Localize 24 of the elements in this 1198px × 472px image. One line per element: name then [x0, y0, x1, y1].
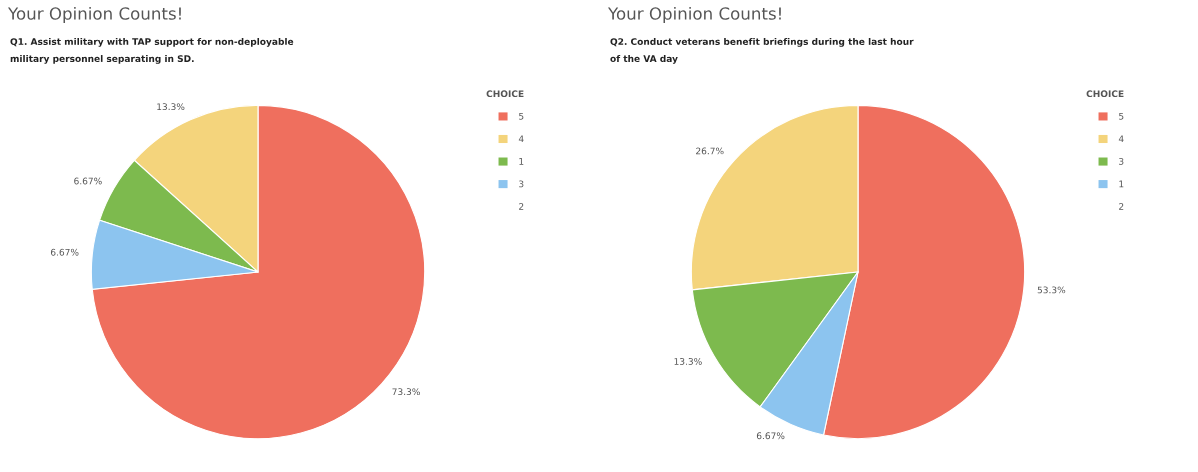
- chart-title: Your Opinion Counts!: [607, 6, 781, 24]
- category-label: 2: [519, 203, 524, 210]
- legend-label: 4: [518, 135, 524, 143]
- data-label: 13.3%: [674, 358, 702, 365]
- data-label: 6.67%: [756, 432, 785, 440]
- legend-label: 5: [1119, 112, 1124, 120]
- data-label: 6.67%: [50, 248, 79, 256]
- legend-label: 3: [1119, 157, 1124, 165]
- legend-title: CHOICE: [486, 90, 524, 98]
- chart-subtitle: Q1. Assist military with TAP support for non-deployable military personnel separating in SD.: [10, 38, 294, 64]
- chart-title: Your Opinion Counts!: [7, 6, 181, 24]
- legend-label: 4: [1118, 135, 1124, 143]
- legend-label: 5: [519, 112, 524, 120]
- data-label: 73.3%: [392, 388, 420, 396]
- legend-label: 3: [519, 180, 524, 188]
- legend-label: 1: [1119, 180, 1124, 188]
- data-label: 26.7%: [696, 147, 724, 155]
- legend-label: 1: [519, 158, 524, 165]
- data-label: 13.3%: [157, 103, 185, 111]
- category-label: 2: [1119, 203, 1124, 210]
- legend-title: CHOICE: [1086, 90, 1124, 98]
- data-label: 6.67%: [74, 177, 102, 185]
- chart-subtitle: Q2. Conduct veterans benefit briefings during the last hour of the VA day: [610, 38, 914, 64]
- data-label: 53.3%: [1037, 286, 1066, 294]
